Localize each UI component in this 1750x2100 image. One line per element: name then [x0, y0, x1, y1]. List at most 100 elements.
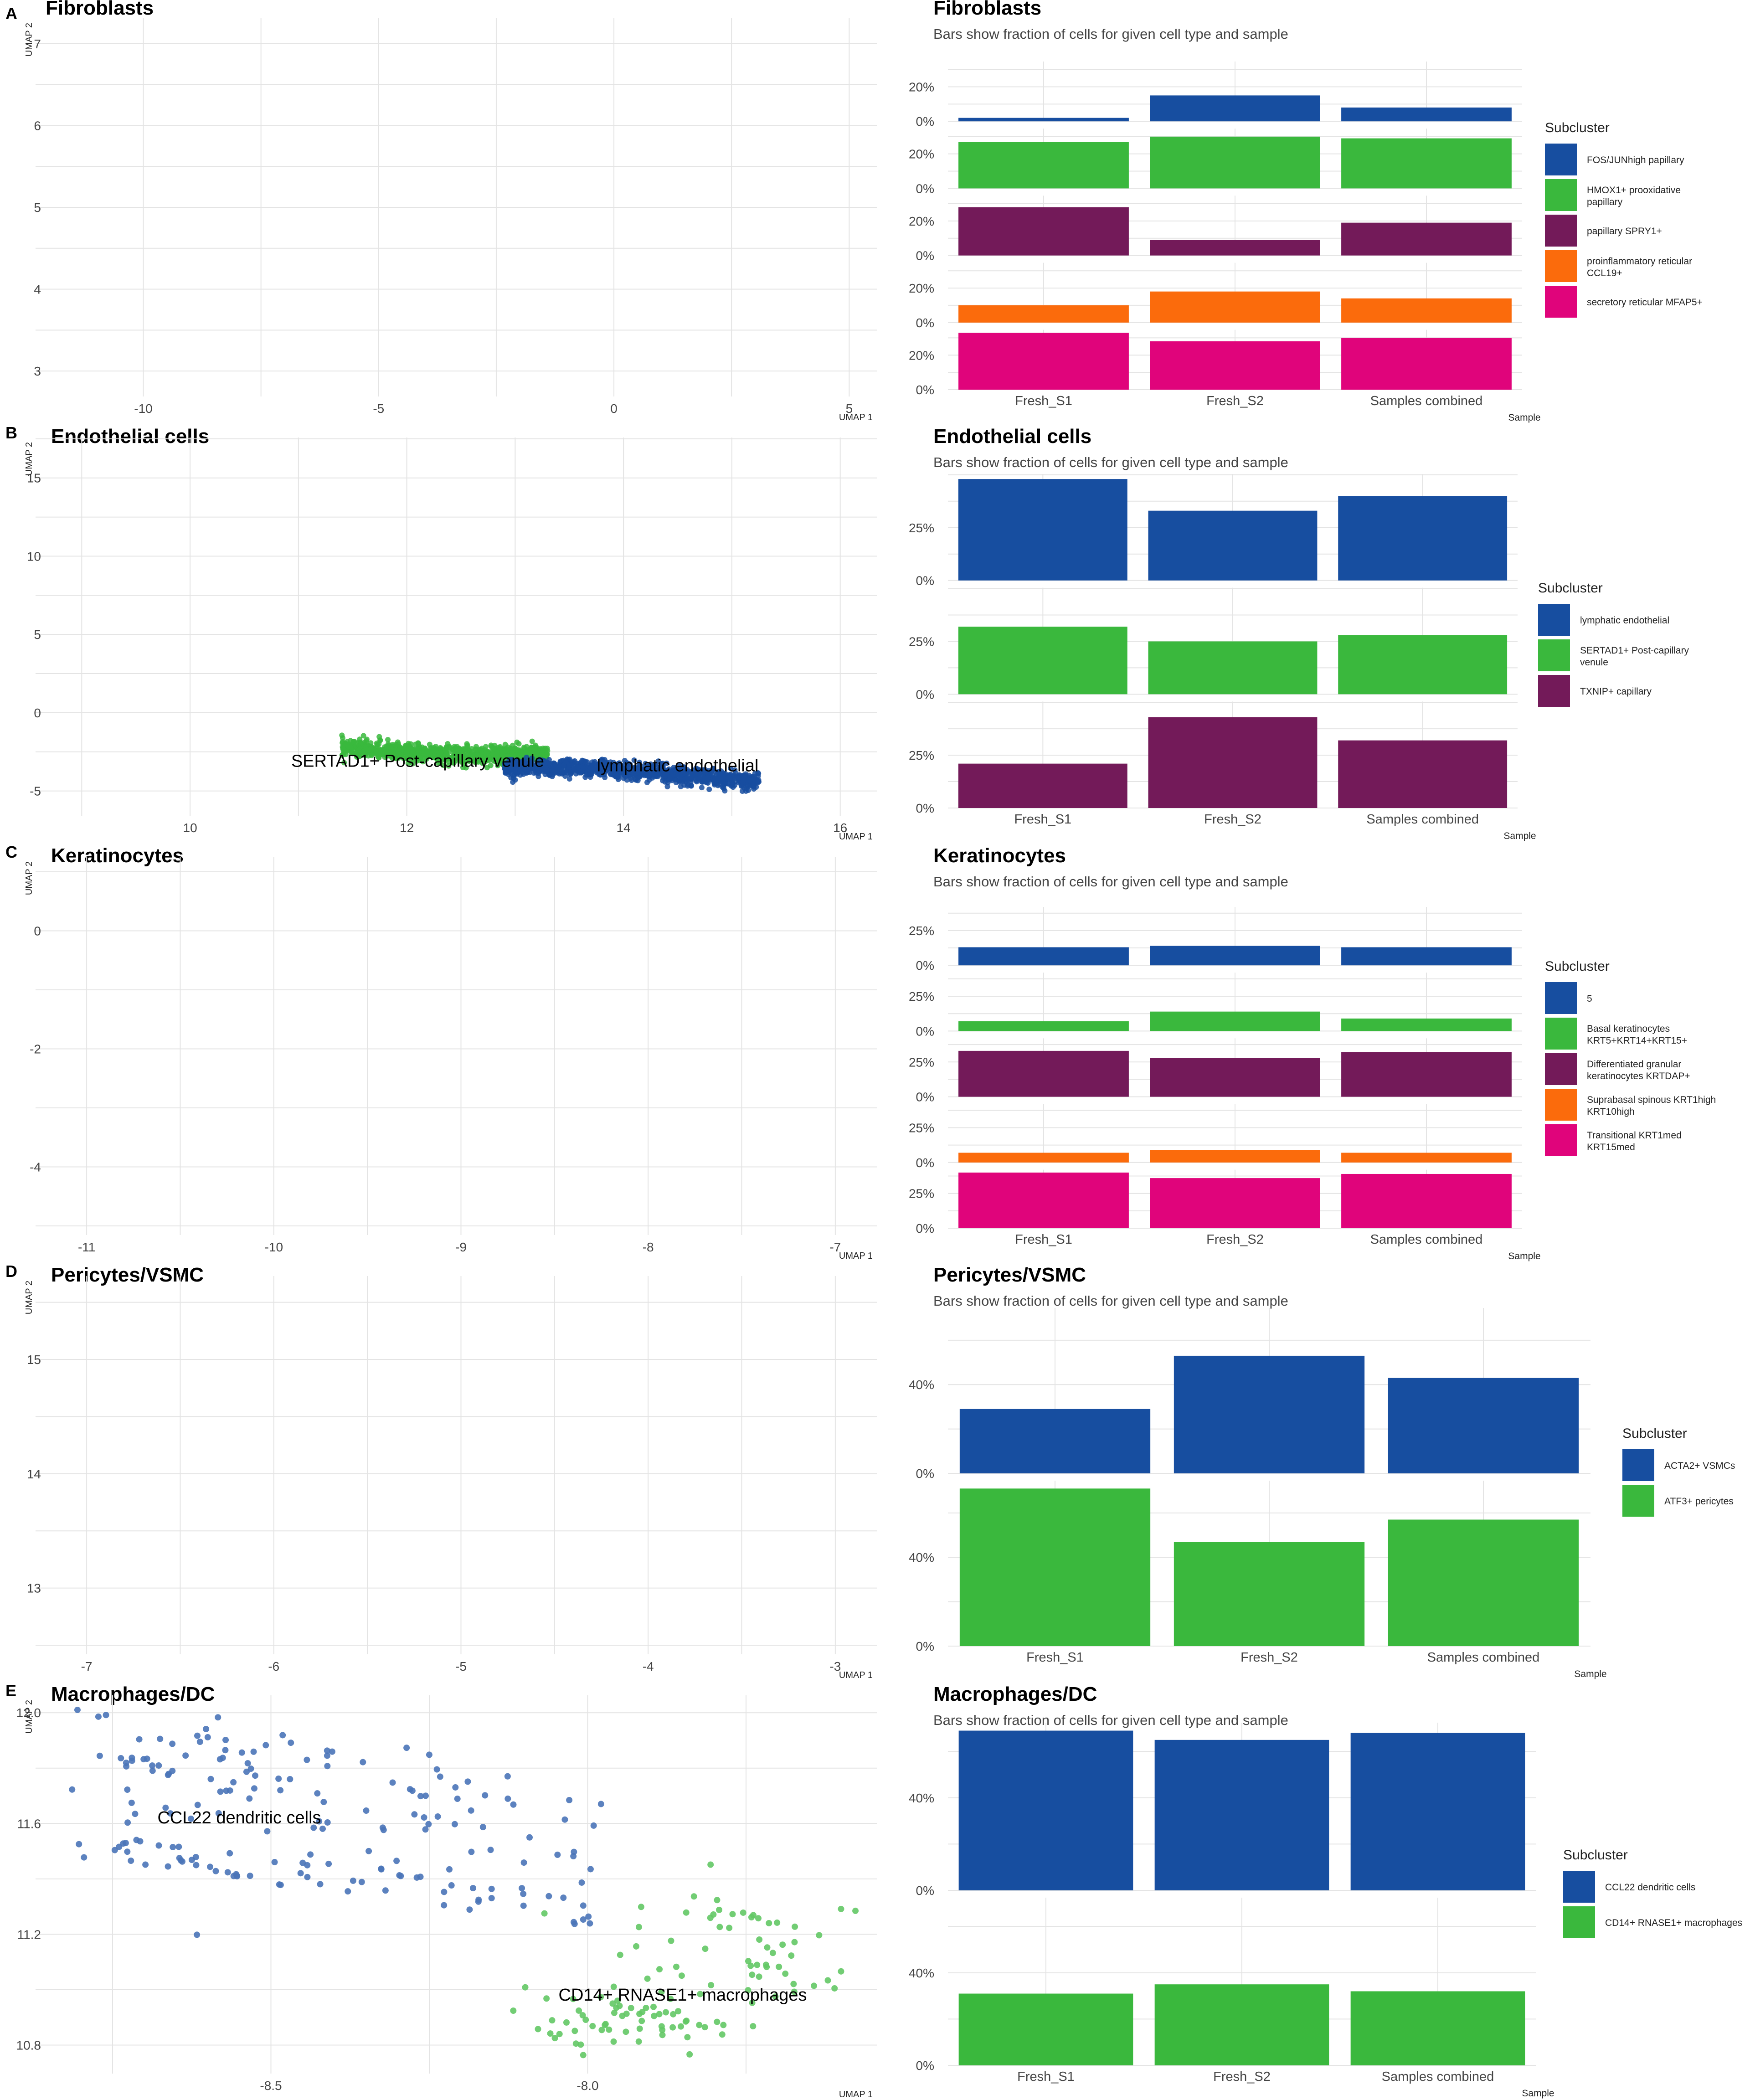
y-tick-label: 0 [34, 924, 41, 938]
panel-letter-a: A [5, 4, 17, 23]
data-point [577, 2041, 584, 2048]
data-point [776, 1963, 782, 1970]
data-point [103, 1712, 109, 1719]
data-point [637, 759, 643, 765]
bar [1341, 107, 1512, 122]
data-point [701, 779, 707, 785]
x-tick-label: 10 [183, 821, 197, 835]
y-tick-label: 3 [34, 364, 41, 378]
data-point [716, 1906, 723, 1913]
data-point [664, 784, 670, 790]
data-point [468, 1807, 474, 1814]
data-point [155, 1842, 162, 1849]
data-point [541, 1910, 548, 1917]
data-point [831, 1985, 838, 1992]
data-point [252, 1772, 258, 1779]
bar [959, 1409, 1151, 1473]
data-point [76, 1841, 82, 1848]
umap-panel-a: Fibroblasts -10 -5 0 5 3 4 5 6 7 UMAP 1 UMAP 2 [24, 0, 877, 422]
data-point [622, 758, 628, 764]
data-point [706, 786, 712, 792]
legend-swatch [1545, 982, 1577, 1014]
data-point [726, 1925, 733, 1931]
data-point [707, 1915, 714, 1921]
data-point [660, 769, 666, 775]
data-point [570, 1996, 576, 2002]
data-point [580, 765, 586, 771]
legend-swatch [1545, 1089, 1577, 1121]
data-point [747, 1962, 754, 1969]
data-point [572, 758, 578, 764]
data-point [720, 2022, 727, 2028]
data-point [733, 770, 739, 776]
y-tick-label: 25% [909, 1187, 934, 1201]
data-point [393, 1858, 400, 1864]
data-point [207, 1776, 214, 1782]
bar [1341, 222, 1512, 256]
data-point [702, 1946, 709, 1952]
data-point [678, 1972, 685, 1979]
data-point [414, 746, 420, 752]
data-point [597, 1801, 604, 1807]
data-point [610, 772, 616, 778]
x-tick-label: Samples combined [1382, 2069, 1494, 2084]
data-point [304, 1874, 311, 1880]
data-point [621, 772, 627, 777]
y-tick-label: 4 [34, 283, 41, 297]
legend-swatch [1545, 1124, 1577, 1156]
data-point [772, 1993, 779, 2000]
legend-title: Subcluster [1545, 120, 1610, 135]
data-point [678, 2023, 685, 2030]
data-point [571, 1919, 577, 1925]
data-point [782, 1970, 789, 1977]
data-point [445, 741, 451, 746]
bar [1154, 1740, 1329, 1890]
data-point [412, 741, 418, 747]
panel-letter-c: C [5, 843, 17, 861]
data-point [215, 1714, 221, 1721]
data-point [719, 2031, 726, 2038]
data-point [310, 1824, 317, 1831]
cluster-annotation: SERTAD1+ Post-capillary venule [291, 751, 544, 771]
bar [959, 1488, 1151, 1646]
data-point [479, 1824, 486, 1831]
data-point [522, 765, 528, 771]
legend-label: Suprabasal spinous KRT1high KRT10high [1587, 1095, 1716, 1117]
data-point [524, 754, 530, 760]
data-point [81, 1854, 88, 1861]
data-point [275, 1775, 282, 1782]
data-point [246, 1795, 253, 1802]
x-tick-label: Fresh_S1 [1015, 1232, 1072, 1247]
data-point [631, 757, 637, 763]
data-point [350, 739, 356, 745]
data-point [222, 1747, 229, 1754]
data-point [243, 1768, 250, 1775]
y-axis-label: UMAP 2 [24, 442, 34, 476]
data-point [520, 1859, 527, 1866]
y-tick-label: 0% [916, 1467, 934, 1481]
data-point [118, 1755, 124, 1761]
bar [958, 1730, 1133, 1890]
data-point [133, 1837, 140, 1843]
panel-letter-b: B [5, 423, 17, 442]
y-tick-label: 25% [909, 1055, 934, 1069]
bar [958, 763, 1127, 808]
bar [958, 333, 1129, 390]
y-tick-label: 20% [909, 281, 934, 295]
bar-subtitle: Bars show fraction of cells for given ce… [933, 454, 1288, 470]
x-axis-label: UMAP 1 [839, 412, 873, 422]
y-tick-label: -2 [30, 1042, 41, 1056]
data-point [534, 764, 540, 770]
data-point [520, 1902, 527, 1909]
bar [958, 118, 1129, 122]
bar-panel-e: Macrophages/DC Bars show fraction of cell… [909, 1683, 1742, 2099]
data-point [816, 1932, 823, 1939]
bar [1341, 1052, 1512, 1097]
legend-swatch [1538, 639, 1570, 671]
data-point [791, 1939, 798, 1946]
data-point [630, 772, 636, 778]
data-point [443, 748, 449, 754]
x-axis-label: Sample [1508, 1251, 1540, 1261]
data-point [561, 1816, 568, 1823]
bar [958, 626, 1127, 695]
